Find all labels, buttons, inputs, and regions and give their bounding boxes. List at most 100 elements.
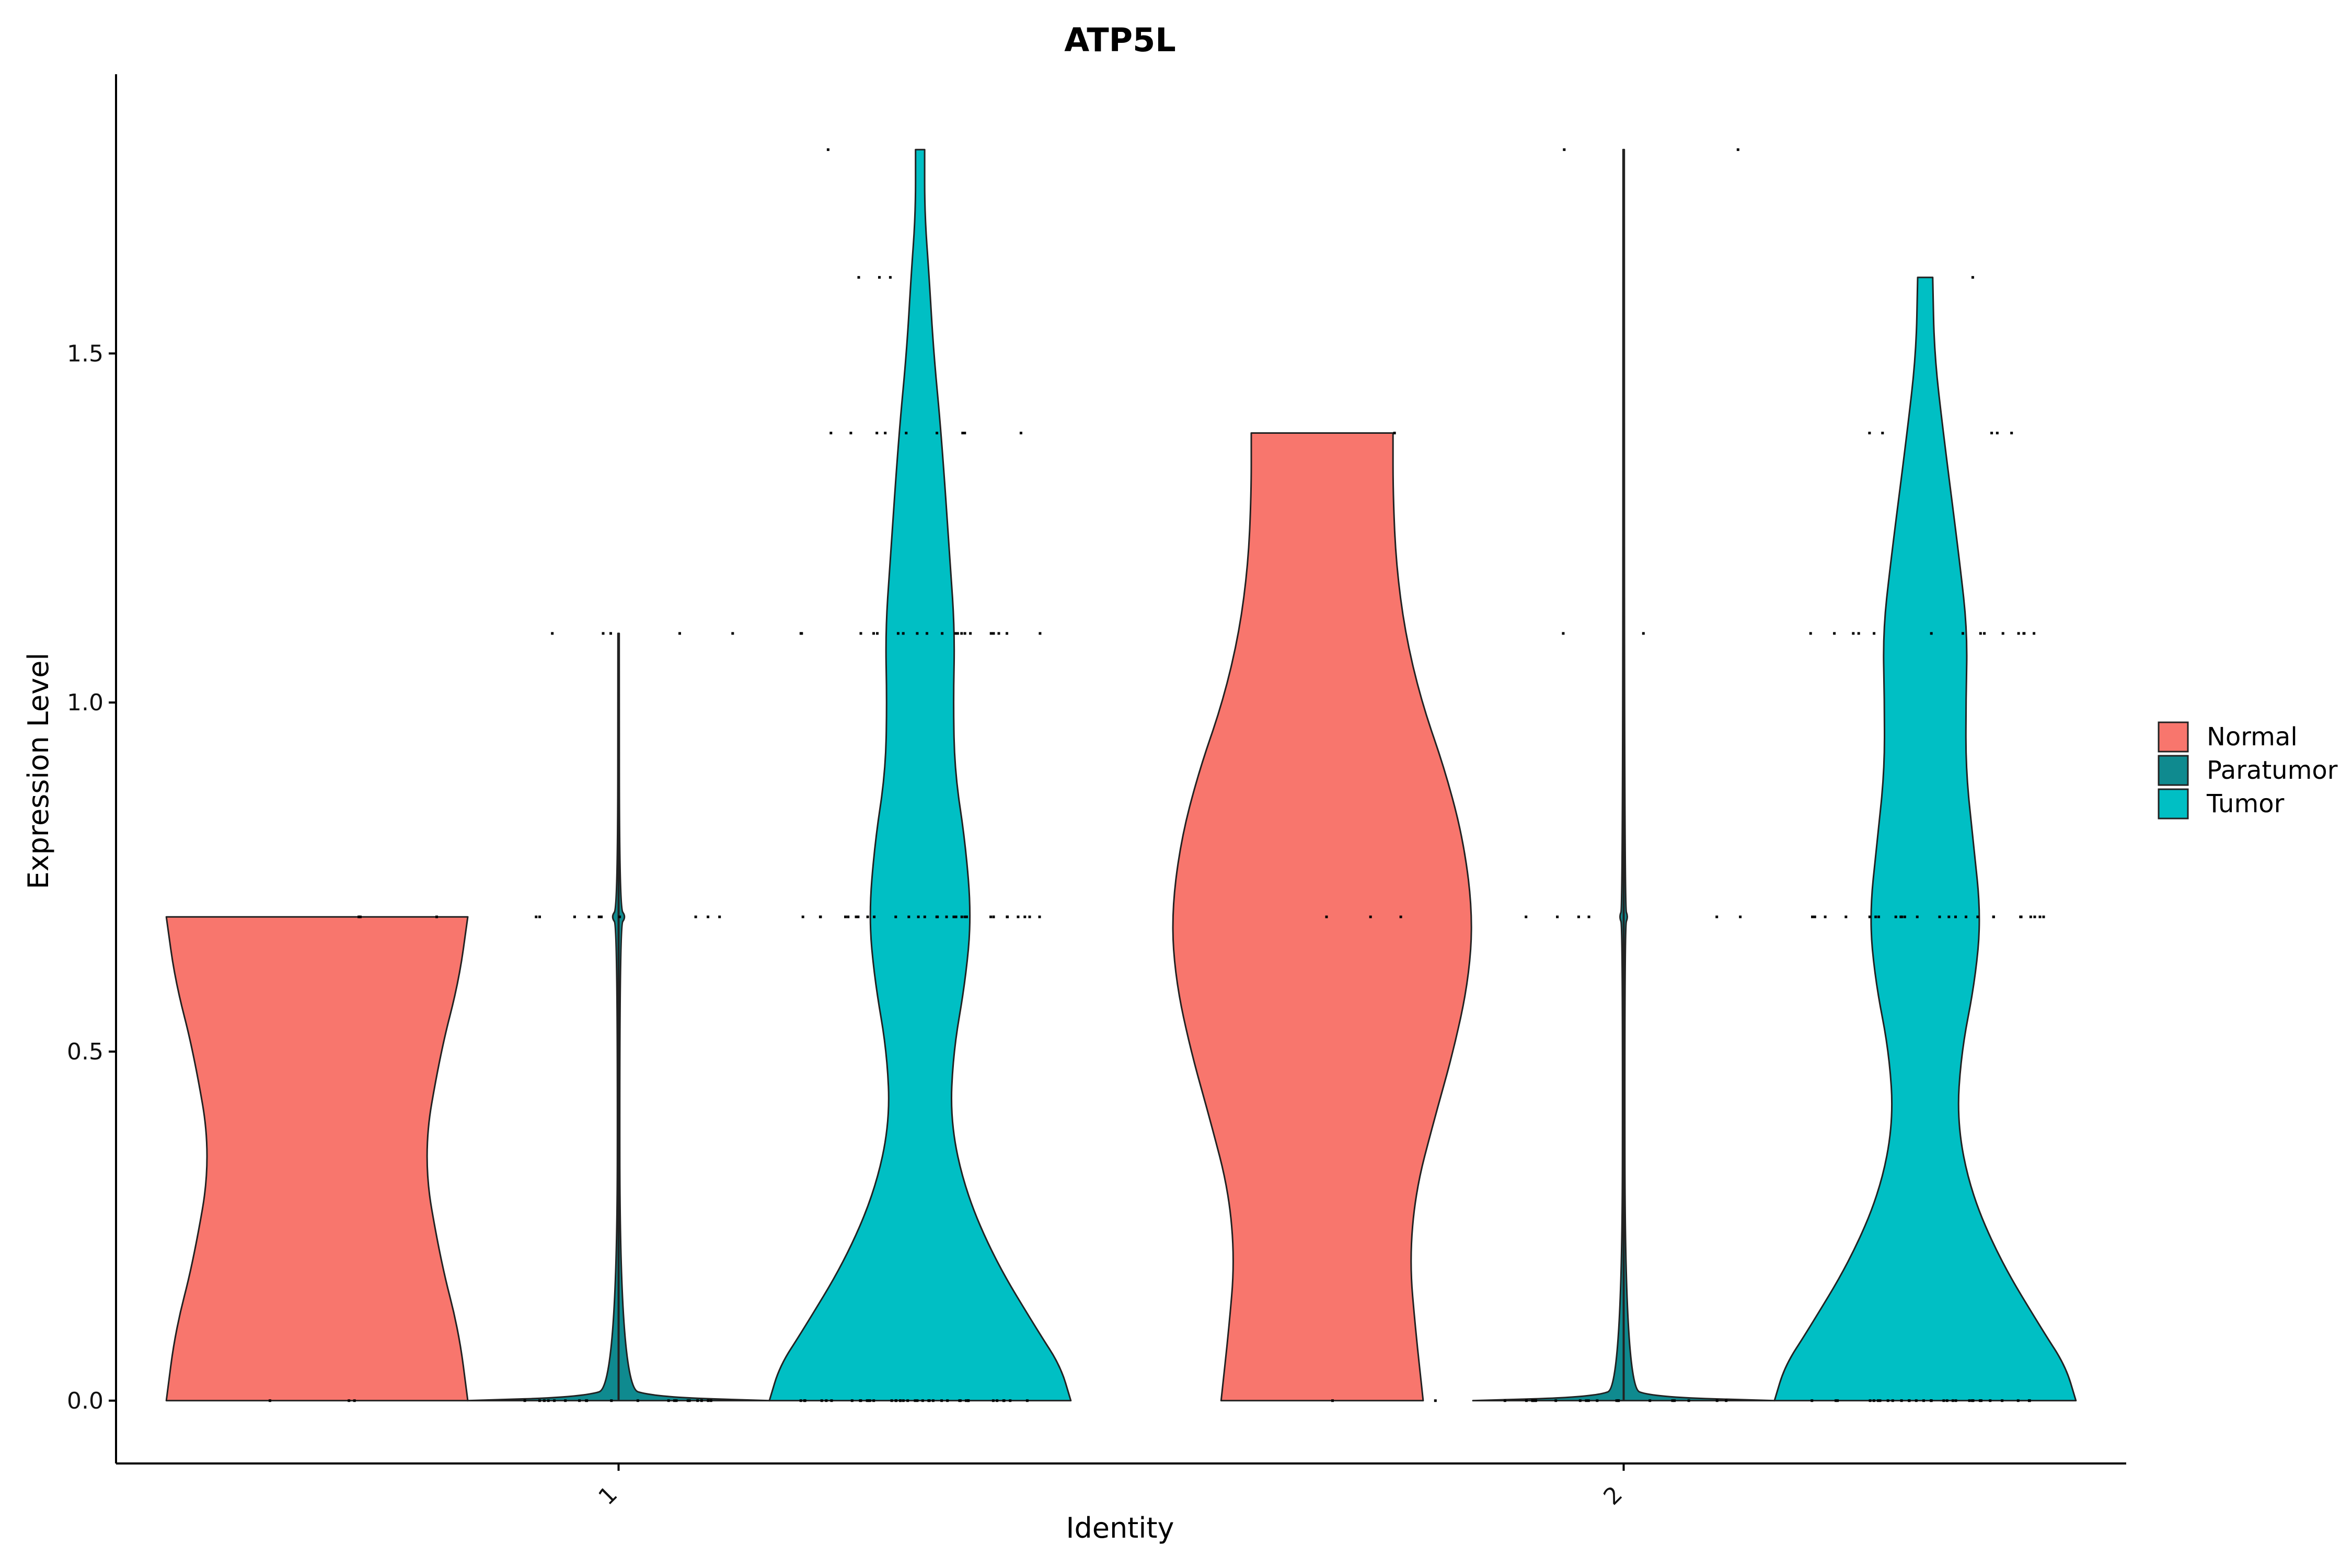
data-point — [1945, 1399, 1949, 1402]
data-point — [989, 915, 992, 918]
data-point — [1930, 632, 1933, 635]
legend-label-normal: Normal — [2207, 722, 2298, 752]
data-point — [963, 915, 966, 918]
data-point — [543, 1399, 546, 1402]
data-point — [2033, 632, 2036, 635]
data-point — [868, 1399, 871, 1402]
data-point — [348, 1399, 351, 1402]
data-point — [2027, 1399, 2031, 1402]
data-point — [1739, 915, 1742, 918]
data-point — [905, 432, 908, 434]
data-point — [963, 432, 966, 434]
data-point — [1025, 1399, 1029, 1402]
data-point — [936, 432, 939, 434]
data-point — [855, 915, 858, 918]
chart-title: ATP5L — [1064, 21, 1176, 59]
data-point — [958, 1399, 961, 1402]
data-point — [1962, 632, 1964, 635]
data-point — [820, 1399, 823, 1402]
data-point — [1002, 1399, 1006, 1402]
data-point — [1393, 432, 1396, 434]
data-point — [826, 148, 829, 151]
data-point — [963, 632, 966, 635]
data-point — [902, 632, 905, 635]
data-point — [585, 1399, 589, 1402]
data-point — [564, 1399, 567, 1402]
violin-2-tumor — [1773, 276, 2077, 1402]
data-point — [866, 1399, 869, 1402]
data-point — [830, 1399, 833, 1402]
data-point — [2001, 1399, 2004, 1402]
data-point — [1868, 915, 1871, 918]
data-point — [956, 632, 959, 635]
data-point — [989, 632, 993, 635]
data-point — [961, 432, 964, 434]
data-point — [1857, 632, 1860, 635]
data-point — [2033, 915, 2036, 918]
data-point — [991, 1399, 995, 1402]
data-point — [609, 632, 612, 635]
data-point — [597, 915, 601, 918]
x-tick-label: 2 — [1598, 1481, 1628, 1511]
data-point — [1990, 432, 1993, 434]
data-point — [1942, 1399, 1945, 1402]
data-point — [1671, 1399, 1674, 1402]
data-point — [1976, 915, 1979, 918]
data-point — [819, 915, 822, 918]
data-point — [907, 915, 910, 918]
data-point — [1434, 1399, 1437, 1402]
data-point — [1900, 1399, 1903, 1402]
data-point — [353, 1399, 356, 1402]
data-point — [1992, 915, 1995, 918]
data-point — [688, 1399, 691, 1402]
data-point — [996, 1399, 999, 1402]
data-point — [2022, 632, 2025, 635]
data-point — [916, 1399, 919, 1402]
data-point — [686, 1399, 689, 1402]
data-point — [1811, 1399, 1814, 1402]
data-point — [1868, 432, 1871, 434]
data-point — [1872, 1399, 1875, 1402]
data-point — [965, 1399, 967, 1402]
data-point — [1971, 1399, 1975, 1402]
legend-swatch-paratumor — [2158, 755, 2189, 786]
data-point — [547, 1399, 550, 1402]
data-point — [1009, 1399, 1012, 1402]
data-point — [1642, 632, 1645, 635]
violin-body — [1172, 432, 1472, 1402]
data-point — [1877, 915, 1880, 918]
data-point — [873, 915, 876, 918]
data-point — [1563, 148, 1566, 151]
data-point — [1556, 915, 1559, 918]
data-point — [675, 1399, 678, 1402]
data-point — [941, 632, 944, 635]
data-point — [1325, 915, 1328, 918]
data-point — [578, 1399, 581, 1402]
data-point — [1915, 1399, 1918, 1402]
violin-1-paratumor — [467, 632, 770, 1402]
data-point — [551, 632, 554, 635]
violin-body — [1773, 276, 2077, 1402]
data-point — [1833, 632, 1836, 635]
data-point — [1503, 1399, 1506, 1402]
data-point — [1835, 1399, 1837, 1402]
data-point — [847, 915, 850, 918]
data-point — [966, 1399, 970, 1402]
data-point — [1006, 915, 1009, 918]
data-point — [667, 1399, 670, 1402]
data-point — [1894, 915, 1897, 918]
data-point — [1916, 915, 1919, 918]
data-point — [960, 915, 963, 918]
data-point — [954, 915, 958, 918]
data-point — [1938, 915, 1941, 918]
data-point — [829, 432, 833, 434]
data-point — [849, 432, 852, 434]
data-point — [1836, 1399, 1839, 1402]
data-point — [707, 915, 710, 918]
data-point — [1331, 1399, 1334, 1402]
data-point — [844, 915, 847, 918]
legend-swatch-normal — [2158, 721, 2189, 753]
legend-swatch-tumor — [2158, 788, 2189, 820]
data-point — [1876, 1399, 1880, 1402]
